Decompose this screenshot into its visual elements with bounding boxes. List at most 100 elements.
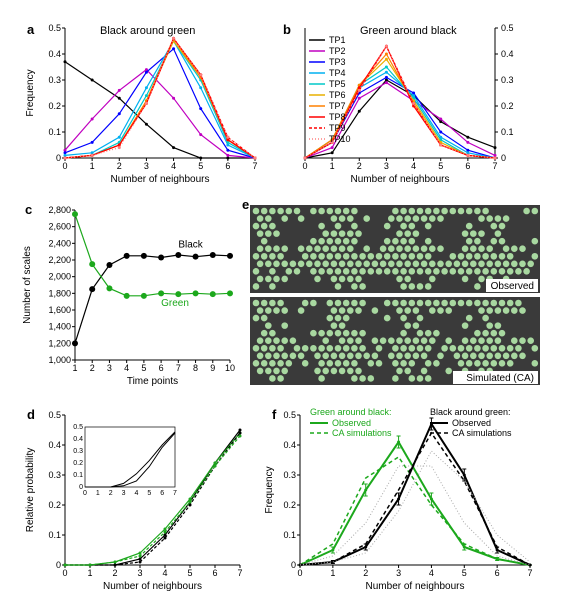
svg-text:4: 4 [429,568,434,578]
svg-text:Observed: Observed [452,418,491,428]
svg-text:3: 3 [396,568,401,578]
svg-text:4: 4 [162,568,167,578]
svg-text:6: 6 [160,490,164,497]
svg-text:5: 5 [141,363,146,373]
svg-text:2: 2 [109,490,113,497]
svg-text:7: 7 [173,490,177,497]
svg-text:0.3: 0.3 [48,75,61,85]
svg-text:9: 9 [210,363,215,373]
panel-f-ylabel: Frequency [264,466,275,513]
svg-text:0.4: 0.4 [283,440,296,450]
svg-text:Black: Black [178,240,203,251]
svg-text:TP4: TP4 [329,68,346,78]
svg-text:0: 0 [62,161,67,171]
svg-text:0: 0 [83,490,87,497]
svg-text:Green around black:: Green around black: [310,407,392,417]
svg-text:8: 8 [193,363,198,373]
svg-text:4: 4 [171,161,176,171]
svg-text:7: 7 [252,161,257,171]
svg-text:0.1: 0.1 [48,127,61,137]
panel-b: bGreen around black0123456700.10.20.30.4… [283,22,514,185]
svg-text:2: 2 [357,161,362,171]
svg-text:1: 1 [96,490,100,497]
svg-text:7: 7 [237,568,242,578]
svg-text:1,400: 1,400 [48,322,71,332]
svg-text:0.3: 0.3 [48,470,61,480]
svg-text:5: 5 [198,161,203,171]
svg-text:0: 0 [56,153,61,163]
svg-text:0.1: 0.1 [283,530,296,540]
svg-text:0.5: 0.5 [48,410,61,420]
svg-text:1: 1 [72,363,77,373]
svg-text:0.5: 0.5 [501,23,514,33]
svg-text:TP7: TP7 [329,101,346,111]
svg-text:TP3: TP3 [329,57,346,67]
svg-text:0.2: 0.2 [48,500,61,510]
svg-text:4: 4 [411,161,416,171]
svg-text:7: 7 [527,568,532,578]
svg-text:TP5: TP5 [329,79,346,89]
svg-text:4: 4 [124,363,129,373]
svg-text:0.2: 0.2 [48,101,61,111]
svg-text:2: 2 [112,568,117,578]
svg-text:5: 5 [462,568,467,578]
svg-text:2,600: 2,600 [48,222,71,232]
panel-d-label: d [27,407,35,422]
svg-text:TP9: TP9 [329,123,346,133]
svg-text:0.2: 0.2 [283,500,296,510]
panel-d-xlabel: Number of neighbours [103,581,202,592]
svg-text:TP2: TP2 [329,46,346,56]
svg-text:6: 6 [159,363,164,373]
svg-text:TP10: TP10 [329,134,351,144]
svg-text:1: 1 [330,568,335,578]
panel-d-ylabel: Relative probability [25,448,36,533]
svg-text:1: 1 [87,568,92,578]
legend-tp: TP1TP2TP3TP4TP5TP6TP7TP8TP9TP10 [309,35,351,144]
svg-text:0: 0 [62,568,67,578]
svg-text:0.3: 0.3 [283,470,296,480]
svg-text:0.3: 0.3 [501,75,514,85]
svg-text:5: 5 [147,490,151,497]
svg-text:2: 2 [117,161,122,171]
panel-a-title: Black around green [100,25,195,37]
svg-text:0: 0 [297,568,302,578]
svg-text:0.1: 0.1 [73,472,83,479]
svg-text:TP6: TP6 [329,90,346,100]
panel-c-label: c [25,202,32,217]
panel-f-xlabel: Number of neighbours [366,581,465,592]
svg-text:0.2: 0.2 [73,460,83,467]
svg-text:Black around green:: Black around green: [430,407,511,417]
svg-text:0.1: 0.1 [501,127,514,137]
svg-text:Green: Green [161,298,189,309]
panel-e-label: e [242,197,249,212]
panel-e-simulated-label: Simulated (CA) [466,373,534,384]
svg-text:CA simulations: CA simulations [332,428,392,438]
svg-text:TP8: TP8 [329,112,346,122]
panel-d: d0123456700.10.20.30.40.5Relative probab… [25,407,243,592]
svg-text:0: 0 [79,484,83,491]
panel-a-ylabel: Frequency [25,69,36,116]
svg-text:1,800: 1,800 [48,288,71,298]
svg-text:5: 5 [187,568,192,578]
panel-b-xlabel: Number of neighbours [351,174,450,185]
svg-text:3: 3 [144,161,149,171]
panel-c-xlabel: Time points [127,376,178,387]
svg-text:6: 6 [495,568,500,578]
svg-text:2: 2 [363,568,368,578]
svg-text:1: 1 [90,161,95,171]
svg-text:1: 1 [330,161,335,171]
svg-text:0: 0 [291,560,296,570]
svg-text:0.4: 0.4 [501,49,514,59]
svg-text:2,000: 2,000 [48,272,71,282]
svg-text:3: 3 [384,161,389,171]
svg-text:0.5: 0.5 [48,23,61,33]
svg-text:0.5: 0.5 [283,410,296,420]
svg-text:0: 0 [56,560,61,570]
panel-a-label: a [27,22,35,37]
svg-text:Observed: Observed [332,418,371,428]
panel-b-label: b [283,22,291,37]
svg-text:2: 2 [90,363,95,373]
svg-text:2,200: 2,200 [48,255,71,265]
svg-text:CA simulations: CA simulations [452,428,512,438]
svg-text:4: 4 [134,490,138,497]
